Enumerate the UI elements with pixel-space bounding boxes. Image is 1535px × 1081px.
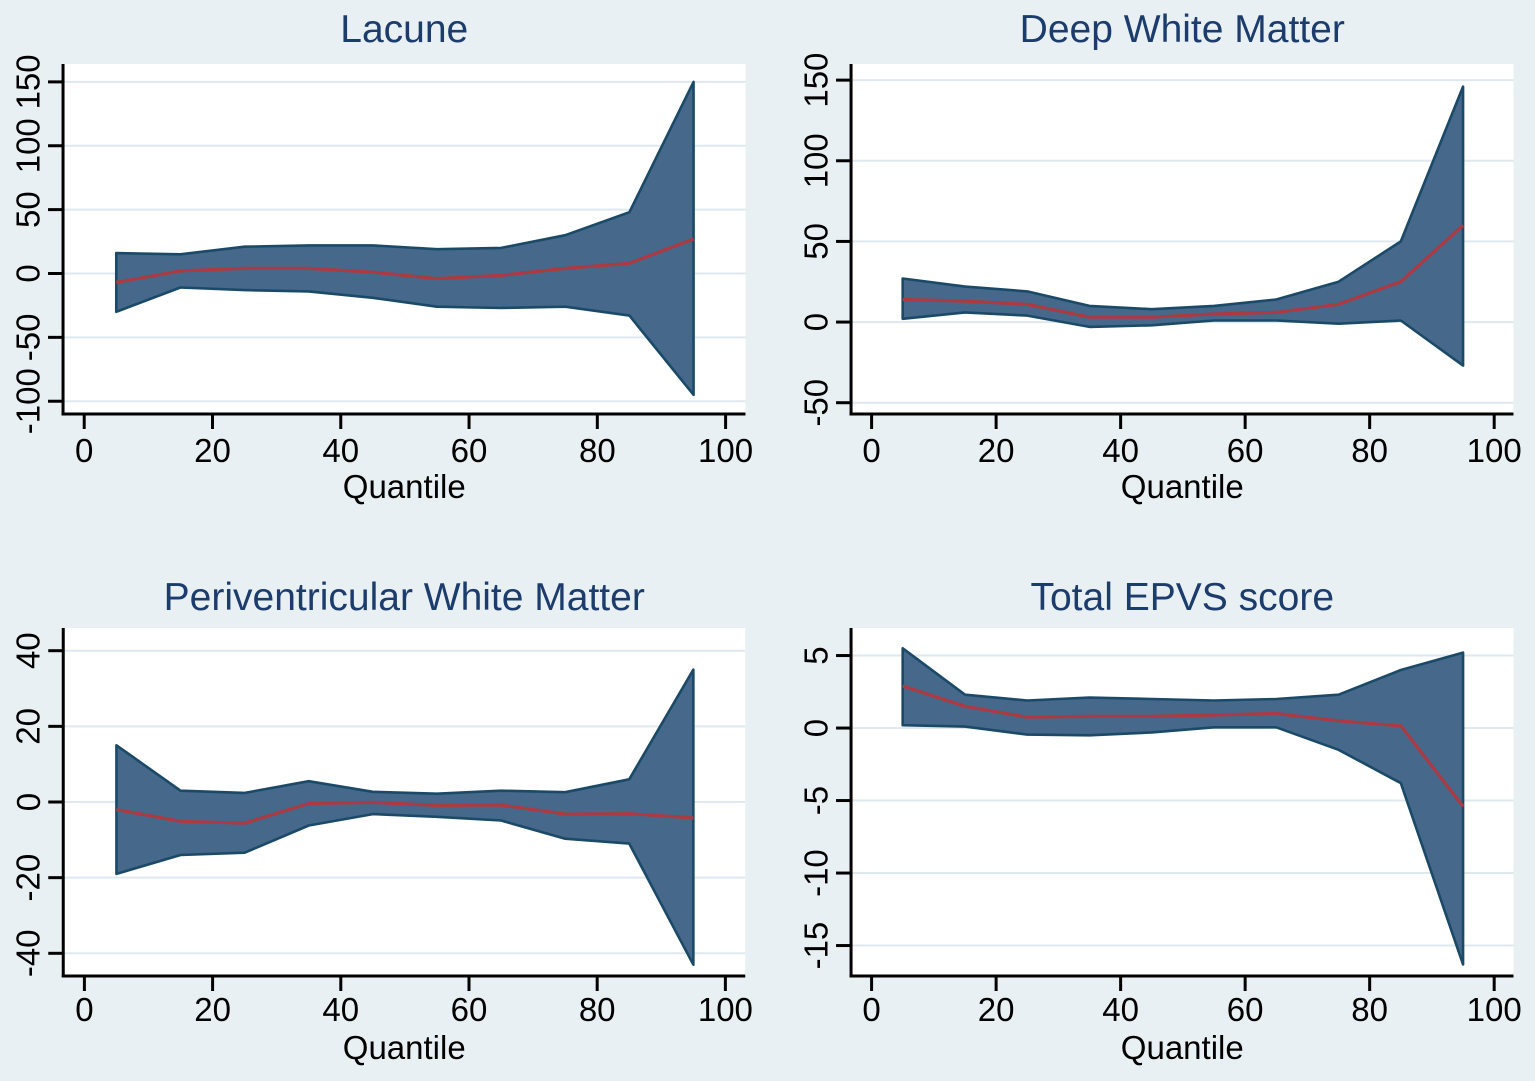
x-tick-label: 20 xyxy=(194,432,231,469)
y-tick-label: 20 xyxy=(10,708,47,745)
y-tick-label: -40 xyxy=(10,929,47,977)
x-tick-label: 40 xyxy=(322,991,359,1028)
x-tick-label: 80 xyxy=(579,991,616,1028)
y-tick-label: -50 xyxy=(797,379,834,427)
confidence-band xyxy=(900,647,1464,966)
y-tick-label: -100 xyxy=(10,368,47,434)
panel-title: Deep White Matter xyxy=(1019,8,1344,51)
x-tick-label: 100 xyxy=(1466,432,1521,469)
y-tick-label: -15 xyxy=(797,922,834,970)
x-tick-label: 100 xyxy=(1466,991,1521,1028)
confidence-band xyxy=(114,80,695,397)
y-tick-label: 150 xyxy=(797,53,834,108)
y-axis-ticks: -50 0 50 100 150 xyxy=(797,53,851,427)
y-tick-label: 50 xyxy=(797,223,834,260)
y-tick-label: 150 xyxy=(10,54,47,109)
y-tick-label: -50 xyxy=(10,314,47,362)
x-tick-label: 60 xyxy=(1226,432,1263,469)
x-axis-title: Quantile xyxy=(1120,468,1243,505)
x-tick-label: 80 xyxy=(1351,991,1388,1028)
x-tick-label: 20 xyxy=(194,991,231,1028)
confidence-band xyxy=(900,85,1464,367)
median-line xyxy=(901,684,1464,808)
x-axis-ticks: 0 20 40 60 80 100 xyxy=(75,976,753,1028)
y-axis-ticks: -40 -20 0 20 40 xyxy=(10,632,64,977)
panel-title: Total EPVS score xyxy=(1030,576,1334,619)
panel-total-epvs-score: -15 -10 -5 0 5 0 20 40 60 80 100 Quantile Total EPVS… xyxy=(768,540,1535,1081)
x-axis-title: Quantile xyxy=(343,468,466,505)
confidence-band xyxy=(115,668,695,967)
x-tick-label: 100 xyxy=(698,432,753,469)
x-tick-label: 0 xyxy=(862,432,880,469)
y-axis-ticks: -15 -10 -5 0 5 xyxy=(797,646,851,969)
y-tick-label: 0 xyxy=(797,719,834,737)
y-tick-label: -20 xyxy=(10,854,47,902)
y-tick-label: 0 xyxy=(797,313,834,331)
x-tick-label: 40 xyxy=(1102,991,1139,1028)
x-tick-label: 0 xyxy=(75,991,93,1028)
x-tick-label: 20 xyxy=(977,432,1014,469)
median-line xyxy=(115,237,695,284)
x-tick-label: 100 xyxy=(698,991,753,1028)
y-tick-label: 5 xyxy=(797,646,834,664)
x-tick-label: 0 xyxy=(75,432,93,469)
x-axis-ticks: 0 20 40 60 80 100 xyxy=(862,976,1521,1028)
chart-svg-periventricular-white-matter: -40 -20 0 20 40 0 20 40 60 80 100 Quantile Periventr… xyxy=(10,576,753,1066)
y-tick-label: -10 xyxy=(797,849,834,897)
median-line xyxy=(902,224,1464,319)
x-tick-label: 80 xyxy=(1351,432,1388,469)
chart-svg-deep-white-matter: -50 0 50 100 150 0 20 40 60 80 100 Quantile Deep Whi… xyxy=(797,8,1521,505)
x-tick-label: 60 xyxy=(451,432,488,469)
x-tick-label: 40 xyxy=(322,432,359,469)
x-axis-title: Quantile xyxy=(1120,1029,1243,1066)
panel-periventricular-white-matter: -40 -20 0 20 40 0 20 40 60 80 100 Quantile Periventr… xyxy=(0,540,768,1081)
x-tick-label: 20 xyxy=(977,991,1014,1028)
y-tick-label: 0 xyxy=(10,793,47,811)
panel-lacune: -100 -50 0 50 100 150 0 20 40 60 80 100 Quantile Lacu… xyxy=(0,0,768,540)
y-tick-label: 100 xyxy=(10,118,47,173)
x-tick-label: 80 xyxy=(579,432,616,469)
y-tick-label: 100 xyxy=(797,133,834,188)
x-axis-ticks: 0 20 40 60 80 100 xyxy=(862,414,1521,469)
panel-deep-white-matter: -50 0 50 100 150 0 20 40 60 80 100 Quantile Deep Whi… xyxy=(768,0,1535,540)
median-line xyxy=(116,800,694,825)
panel-title: Lacune xyxy=(340,8,468,51)
y-tick-label: 40 xyxy=(10,632,47,669)
y-tick-label: 0 xyxy=(10,264,47,282)
y-axis-ticks: -100 -50 0 50 100 150 xyxy=(10,54,64,434)
x-axis-ticks: 0 20 40 60 80 100 xyxy=(75,414,753,469)
panel-title: Periventricular White Matter xyxy=(164,576,645,619)
x-tick-label: 60 xyxy=(1226,991,1263,1028)
x-tick-label: 0 xyxy=(862,991,880,1028)
x-tick-label: 60 xyxy=(451,991,488,1028)
x-tick-label: 40 xyxy=(1102,432,1139,469)
chart-svg-total-epvs-score: -15 -10 -5 0 5 0 20 40 60 80 100 Quantile Total EPVS… xyxy=(797,576,1521,1066)
y-tick-label: -5 xyxy=(797,786,834,815)
x-axis-title: Quantile xyxy=(343,1029,466,1066)
chart-svg-lacune: -100 -50 0 50 100 150 0 20 40 60 80 100 Quantile Lacu… xyxy=(10,8,754,505)
y-tick-label: 50 xyxy=(10,191,47,228)
